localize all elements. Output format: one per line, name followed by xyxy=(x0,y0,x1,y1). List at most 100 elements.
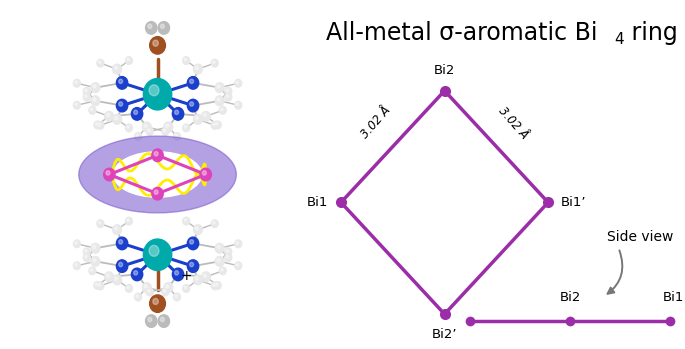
Ellipse shape xyxy=(215,96,224,106)
Ellipse shape xyxy=(195,66,199,70)
Ellipse shape xyxy=(175,110,179,114)
Ellipse shape xyxy=(98,221,101,224)
Ellipse shape xyxy=(75,263,77,266)
Text: 3.02 Å: 3.02 Å xyxy=(495,104,530,141)
Ellipse shape xyxy=(105,111,114,121)
Ellipse shape xyxy=(114,277,118,280)
Ellipse shape xyxy=(98,283,101,286)
Ellipse shape xyxy=(173,133,180,140)
Ellipse shape xyxy=(190,240,194,244)
Ellipse shape xyxy=(84,248,90,256)
Ellipse shape xyxy=(183,57,190,65)
Ellipse shape xyxy=(73,240,80,248)
Ellipse shape xyxy=(162,128,169,135)
Ellipse shape xyxy=(195,277,199,280)
Ellipse shape xyxy=(175,134,177,137)
Ellipse shape xyxy=(194,64,202,74)
Ellipse shape xyxy=(225,88,232,95)
Ellipse shape xyxy=(92,98,96,101)
Ellipse shape xyxy=(226,255,229,258)
Ellipse shape xyxy=(175,270,179,275)
Ellipse shape xyxy=(91,96,100,106)
Ellipse shape xyxy=(183,284,190,292)
Ellipse shape xyxy=(73,262,80,269)
Ellipse shape xyxy=(119,79,123,83)
Ellipse shape xyxy=(136,295,138,297)
Ellipse shape xyxy=(113,225,121,235)
Ellipse shape xyxy=(211,59,219,67)
Ellipse shape xyxy=(166,124,169,127)
Ellipse shape xyxy=(119,102,123,106)
Ellipse shape xyxy=(92,258,96,262)
Ellipse shape xyxy=(113,64,121,74)
Ellipse shape xyxy=(136,134,138,137)
Ellipse shape xyxy=(98,61,101,64)
Ellipse shape xyxy=(73,80,80,87)
Ellipse shape xyxy=(194,225,202,235)
Ellipse shape xyxy=(226,95,229,97)
Text: Bi2: Bi2 xyxy=(434,64,456,77)
Ellipse shape xyxy=(84,88,90,95)
Text: ring: ring xyxy=(624,21,678,45)
Ellipse shape xyxy=(135,133,142,140)
Text: Bi2: Bi2 xyxy=(560,291,581,304)
Ellipse shape xyxy=(212,123,215,126)
Text: +: + xyxy=(180,269,192,283)
Ellipse shape xyxy=(91,83,100,92)
Ellipse shape xyxy=(183,124,190,132)
Ellipse shape xyxy=(212,61,215,64)
Ellipse shape xyxy=(147,128,153,135)
Ellipse shape xyxy=(114,227,118,230)
Ellipse shape xyxy=(148,24,152,29)
Ellipse shape xyxy=(116,77,127,89)
Ellipse shape xyxy=(94,121,101,129)
Ellipse shape xyxy=(148,290,150,292)
Ellipse shape xyxy=(153,40,158,46)
Ellipse shape xyxy=(212,283,215,286)
Ellipse shape xyxy=(200,168,212,181)
Ellipse shape xyxy=(85,89,87,92)
Ellipse shape xyxy=(132,268,142,281)
Ellipse shape xyxy=(106,113,110,117)
Ellipse shape xyxy=(105,272,114,282)
Ellipse shape xyxy=(92,85,96,88)
Ellipse shape xyxy=(160,317,164,322)
Ellipse shape xyxy=(149,295,166,312)
Ellipse shape xyxy=(184,126,186,128)
Ellipse shape xyxy=(216,122,218,125)
Text: 4: 4 xyxy=(614,32,624,47)
Ellipse shape xyxy=(132,107,142,120)
Ellipse shape xyxy=(158,315,169,327)
Ellipse shape xyxy=(175,295,177,297)
Text: Bi1: Bi1 xyxy=(307,196,328,209)
Ellipse shape xyxy=(173,268,184,281)
Ellipse shape xyxy=(203,113,206,117)
Ellipse shape xyxy=(166,284,169,288)
Text: Side view: Side view xyxy=(608,230,674,244)
Ellipse shape xyxy=(94,282,101,289)
Ellipse shape xyxy=(97,220,104,228)
Ellipse shape xyxy=(75,81,77,84)
Ellipse shape xyxy=(188,77,199,89)
Ellipse shape xyxy=(184,219,186,222)
Ellipse shape xyxy=(164,122,173,132)
Ellipse shape xyxy=(211,220,219,228)
Ellipse shape xyxy=(173,107,184,120)
Ellipse shape xyxy=(163,129,166,132)
Ellipse shape xyxy=(226,250,229,252)
Ellipse shape xyxy=(142,122,151,132)
Ellipse shape xyxy=(235,101,242,109)
Ellipse shape xyxy=(153,298,158,304)
Ellipse shape xyxy=(190,262,194,267)
Ellipse shape xyxy=(217,85,220,88)
Ellipse shape xyxy=(225,254,232,261)
Ellipse shape xyxy=(91,243,100,253)
Ellipse shape xyxy=(221,268,223,271)
Ellipse shape xyxy=(113,275,121,285)
Ellipse shape xyxy=(195,116,199,120)
Ellipse shape xyxy=(116,260,127,272)
Ellipse shape xyxy=(152,187,163,200)
Ellipse shape xyxy=(236,81,238,84)
Ellipse shape xyxy=(217,98,220,101)
Ellipse shape xyxy=(144,284,147,288)
